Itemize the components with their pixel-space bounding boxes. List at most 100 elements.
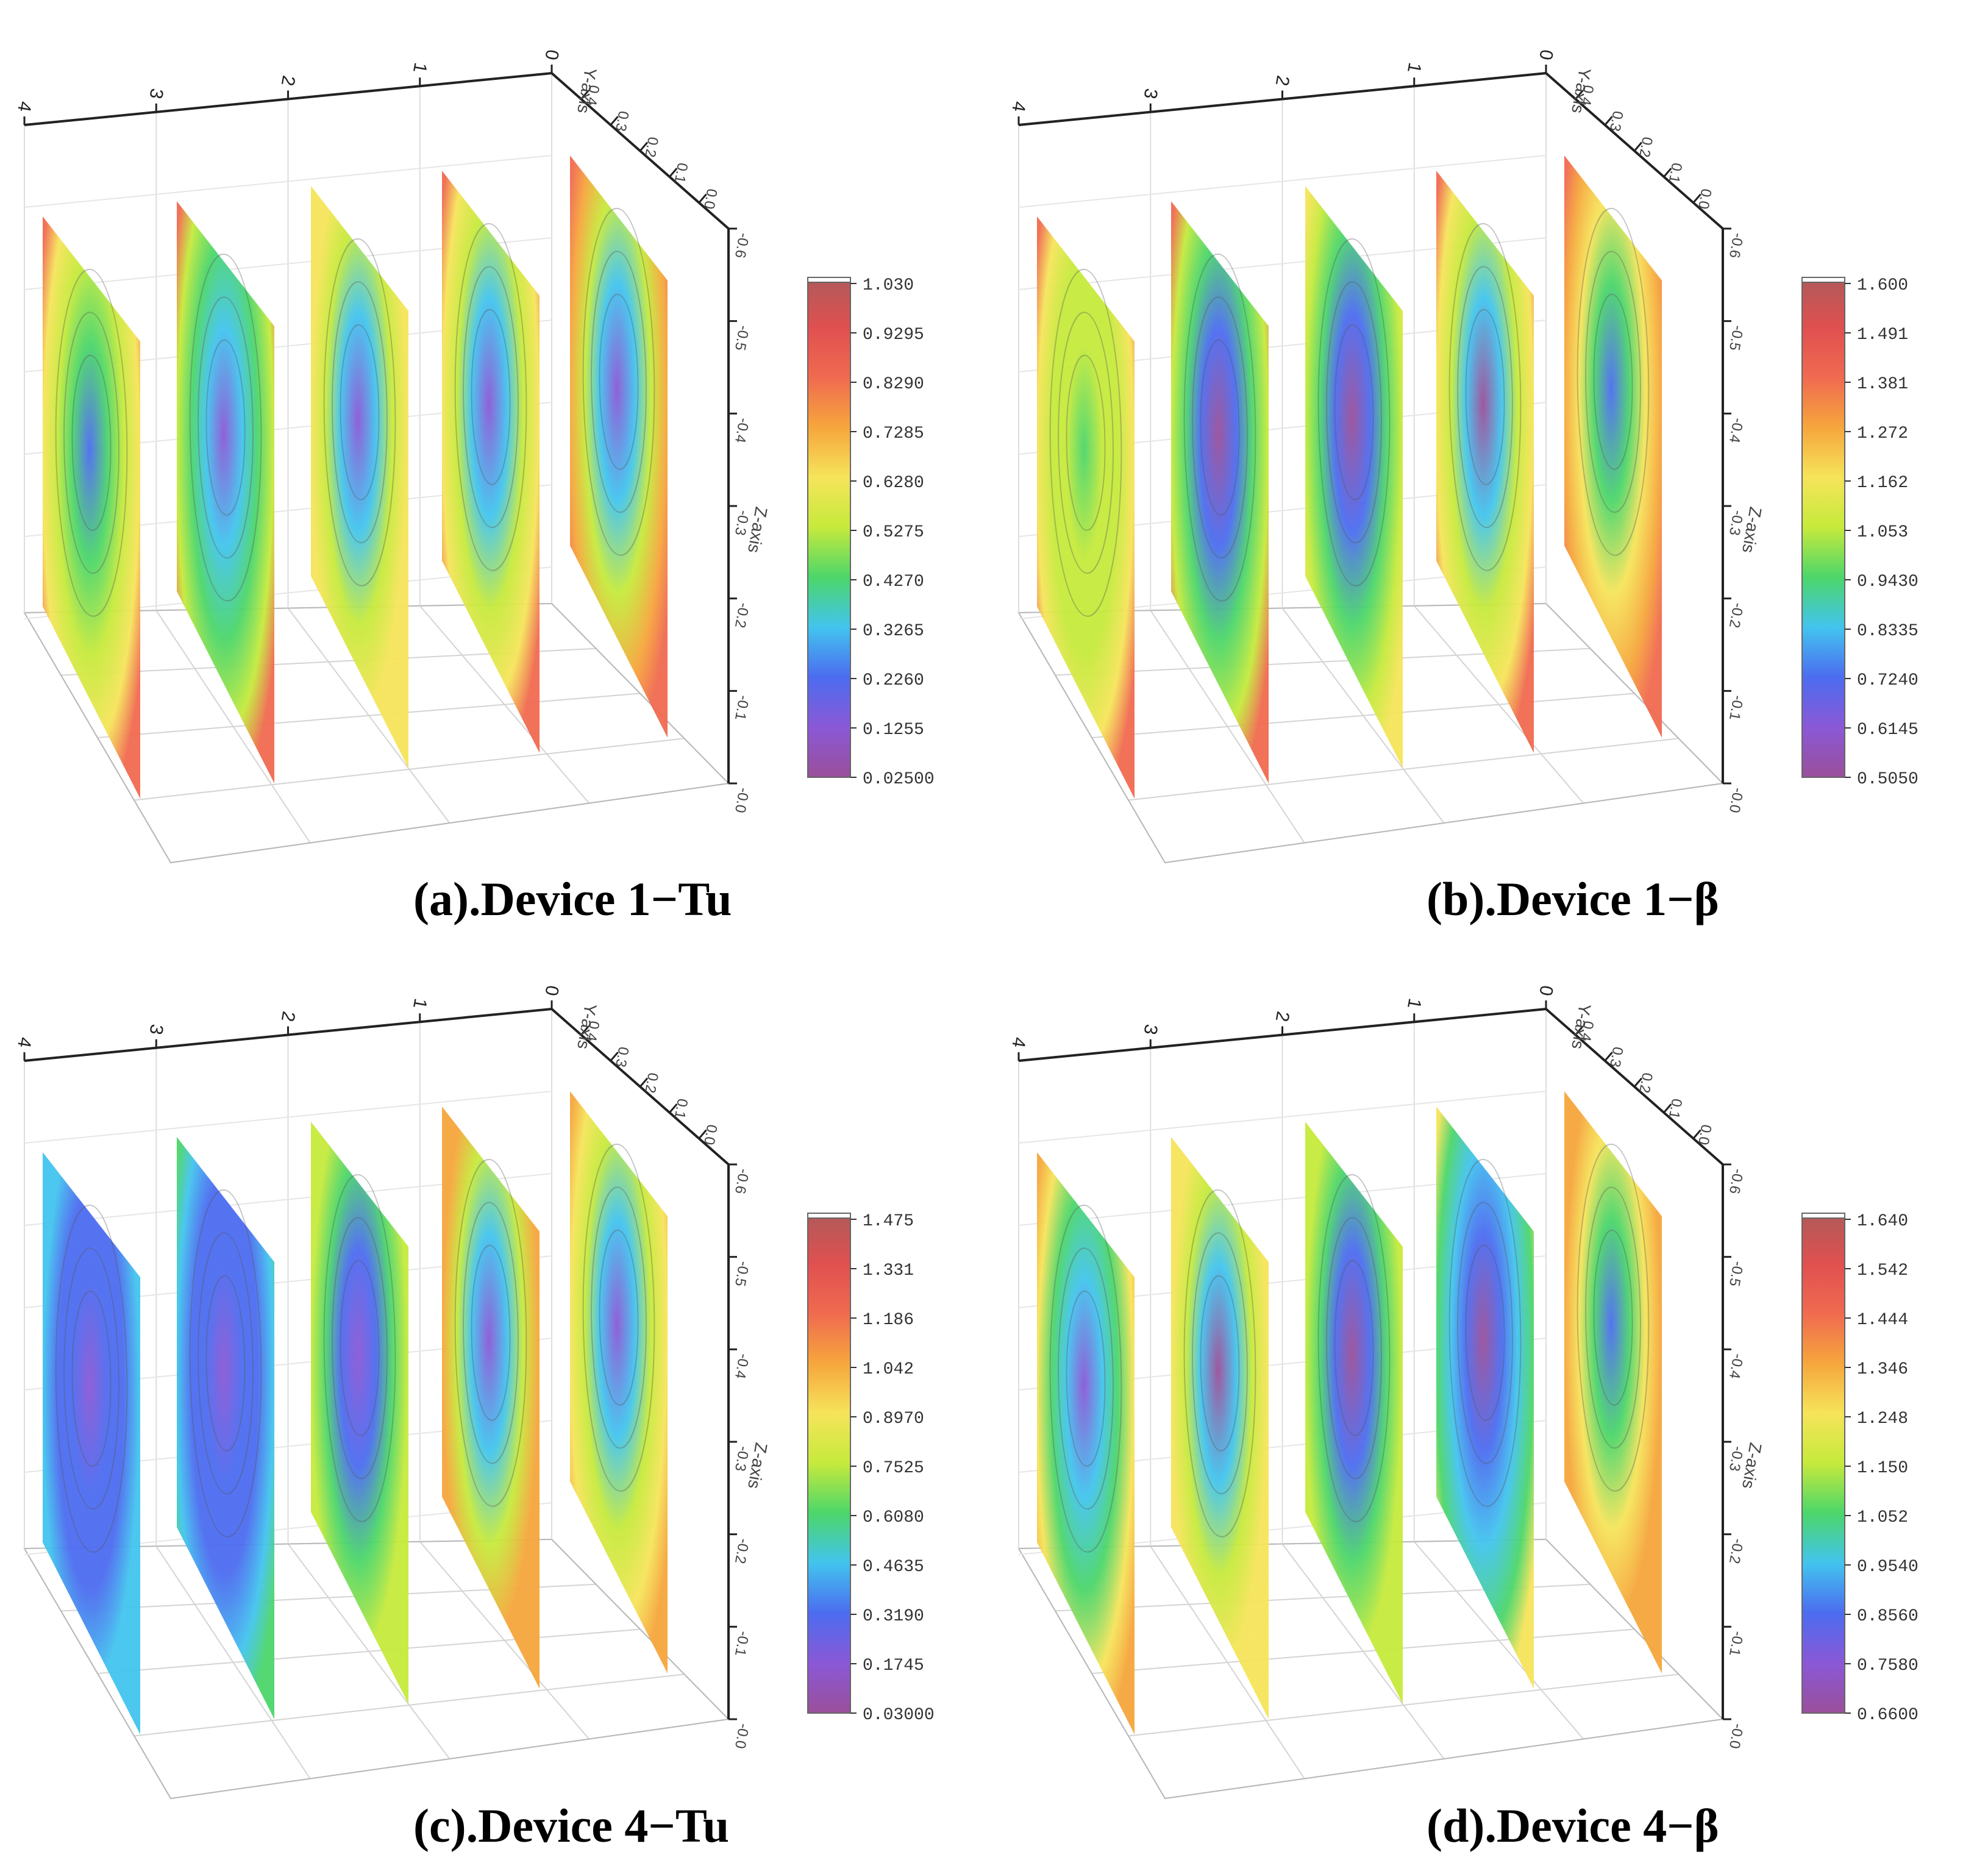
x-tick-label: 0 (1535, 48, 1556, 62)
colorbar-tick-label: 1.542 (1857, 1261, 1908, 1280)
contour-line (63, 1247, 119, 1510)
contour-line (1334, 324, 1374, 501)
colorbar-tick-label: 1.491 (1857, 326, 1908, 344)
y-tick-label: 0.4 (583, 1019, 602, 1042)
y-tick-label: 0.1 (671, 162, 691, 185)
y-tick-label: 0.0 (1695, 187, 1714, 210)
z-tick-label: -0.1 (732, 694, 752, 721)
colorbar-tick-label: 0.7240 (1857, 671, 1919, 690)
colorbar (1801, 277, 1845, 778)
y-tick-label: 0.1 (1666, 162, 1685, 185)
contour-line (1058, 312, 1114, 574)
colorbar-tick-label: 0.6280 (863, 474, 924, 493)
slice-surface-2 (1305, 1122, 1403, 1704)
colorbar-tick-label: 0.4635 (863, 1558, 924, 1577)
y-axis-label: Y-axis (574, 66, 600, 115)
contour-line (1066, 1290, 1106, 1467)
y-tick-label: 0.2 (641, 1071, 661, 1094)
z-tick-label: -0.5 (732, 324, 752, 352)
contour-line (582, 1143, 655, 1492)
chart-panel-b: 4 3 2 1 0 0.4 0.3 0.2 0.1 0.0 Y-axis -0.6 -0.5 -0.4 -0… (994, 0, 1988, 935)
y-axis-label: Y-axis (1568, 66, 1595, 115)
z-tick-label: -0.4 (1726, 1352, 1747, 1380)
colorbar-tick-label: 0.02500 (863, 770, 935, 789)
colorbar-tick-label: 1.475 (863, 1212, 914, 1231)
y-tick-label: 0.4 (1577, 1019, 1597, 1042)
chart-title-d: (d).Device 4−β (1427, 1799, 1719, 1852)
contour-line (1457, 266, 1513, 529)
contour-line (323, 238, 396, 586)
contour-line (1049, 1204, 1122, 1553)
x-tick-label: 1 (409, 61, 430, 74)
colorbar-tick-label: 0.3265 (863, 622, 924, 641)
contour-line (1058, 1247, 1114, 1510)
y-tick-label: 0.3 (1606, 1046, 1626, 1069)
contour-line (55, 268, 128, 617)
y-tick-label: 0.4 (583, 84, 602, 107)
slice-surface-4 (43, 1152, 140, 1734)
y-tick-label: 0.0 (700, 187, 720, 210)
colorbar-tick-label: 0.8335 (1857, 622, 1919, 641)
colorbar-tick-label: 0.7580 (1857, 1656, 1919, 1675)
chart-panel-a: 4 3 2 1 0 0.4 0.3 0.2 0.1 0.0 Y-axis -0.6 -0.5 -0.4 -0… (0, 0, 994, 935)
z-tick-label: -0.4 (732, 416, 752, 444)
contour-line (599, 1229, 639, 1406)
y-tick-label: 0.2 (1636, 1071, 1655, 1094)
z-tick-label: -0.5 (1726, 324, 1747, 352)
slice-surface-0 (570, 1091, 668, 1673)
contour-line (591, 1186, 647, 1449)
slice-surface-3 (1171, 1137, 1269, 1719)
slice-surface-0 (1564, 155, 1662, 738)
z-tick-label: -0.0 (732, 786, 752, 814)
contour-line (591, 251, 647, 513)
colorbar-tick-label: 0.5050 (1857, 770, 1919, 789)
contour-line (1465, 308, 1505, 485)
contour-line (471, 1244, 511, 1421)
contour-line (1593, 293, 1633, 470)
contour-line (1577, 207, 1650, 556)
contour-line (1192, 296, 1248, 559)
contour-line (582, 207, 655, 556)
chart-panel-c: 4 3 2 1 0 0.4 0.3 0.2 0.1 0.0 Y-axis -0.6 -0.5 -0.4 -0… (0, 936, 994, 1871)
x-tick-label: 2 (1272, 1010, 1293, 1023)
contour-line (454, 1158, 527, 1507)
wall-gridline (1018, 155, 1547, 208)
x-tick-label: 1 (409, 997, 430, 1010)
colorbar-tick-label: 0.3190 (863, 1607, 924, 1626)
slice-surface-2 (311, 186, 408, 768)
colorbar-tick-label: 0.8560 (1857, 1607, 1919, 1626)
contour-line (1066, 354, 1106, 531)
colorbar-tick-label: 0.4270 (863, 572, 924, 591)
contour-line (198, 1232, 254, 1495)
contour-line (55, 1204, 128, 1553)
y-tick-label: 0.4 (1577, 84, 1597, 107)
colorbar-tick-label: 1.346 (1857, 1360, 1908, 1379)
slice-surface-0 (1564, 1091, 1662, 1673)
contour-line (1200, 1275, 1240, 1452)
colorbar (1801, 1213, 1845, 1714)
plot-area-c: 4 3 2 1 0 0.4 0.3 0.2 0.1 0.0 Y-axis -0.6 -0.5 -0.4 -0… (13, 984, 935, 1800)
x-tick-label: 2 (277, 74, 299, 87)
colorbar-tick-label: 1.272 (1857, 424, 1908, 443)
wall-gridline (24, 155, 552, 208)
colorbar-tick-label: 1.444 (1857, 1311, 1908, 1330)
slice-surface-3 (177, 201, 274, 783)
colorbar-tick-label: 0.8970 (863, 1409, 924, 1428)
colorbar-tick-label: 0.6145 (1857, 721, 1919, 739)
colorbar-tick-label: 0.03000 (863, 1706, 935, 1725)
z-tick-label: -0.2 (732, 602, 752, 629)
wall-gridline (24, 1091, 552, 1144)
colorbar-tick-label: 1.162 (1857, 474, 1908, 493)
contour-line (1448, 1158, 1522, 1507)
z-tick-label: -0.1 (1726, 1630, 1747, 1657)
x-tick-label: 4 (13, 100, 35, 113)
slice-surface-1 (1436, 171, 1534, 753)
contour-line (1457, 1202, 1513, 1464)
x-tick-label: 1 (1403, 61, 1425, 74)
x-tick-label: 4 (1008, 1036, 1029, 1049)
contour-line (1317, 238, 1391, 586)
slice-surface-1 (442, 1107, 540, 1689)
y-tick-label: 0.0 (700, 1123, 720, 1146)
y-tick-label: 0.2 (641, 135, 661, 159)
y-tick-label: 0.2 (1636, 135, 1655, 159)
